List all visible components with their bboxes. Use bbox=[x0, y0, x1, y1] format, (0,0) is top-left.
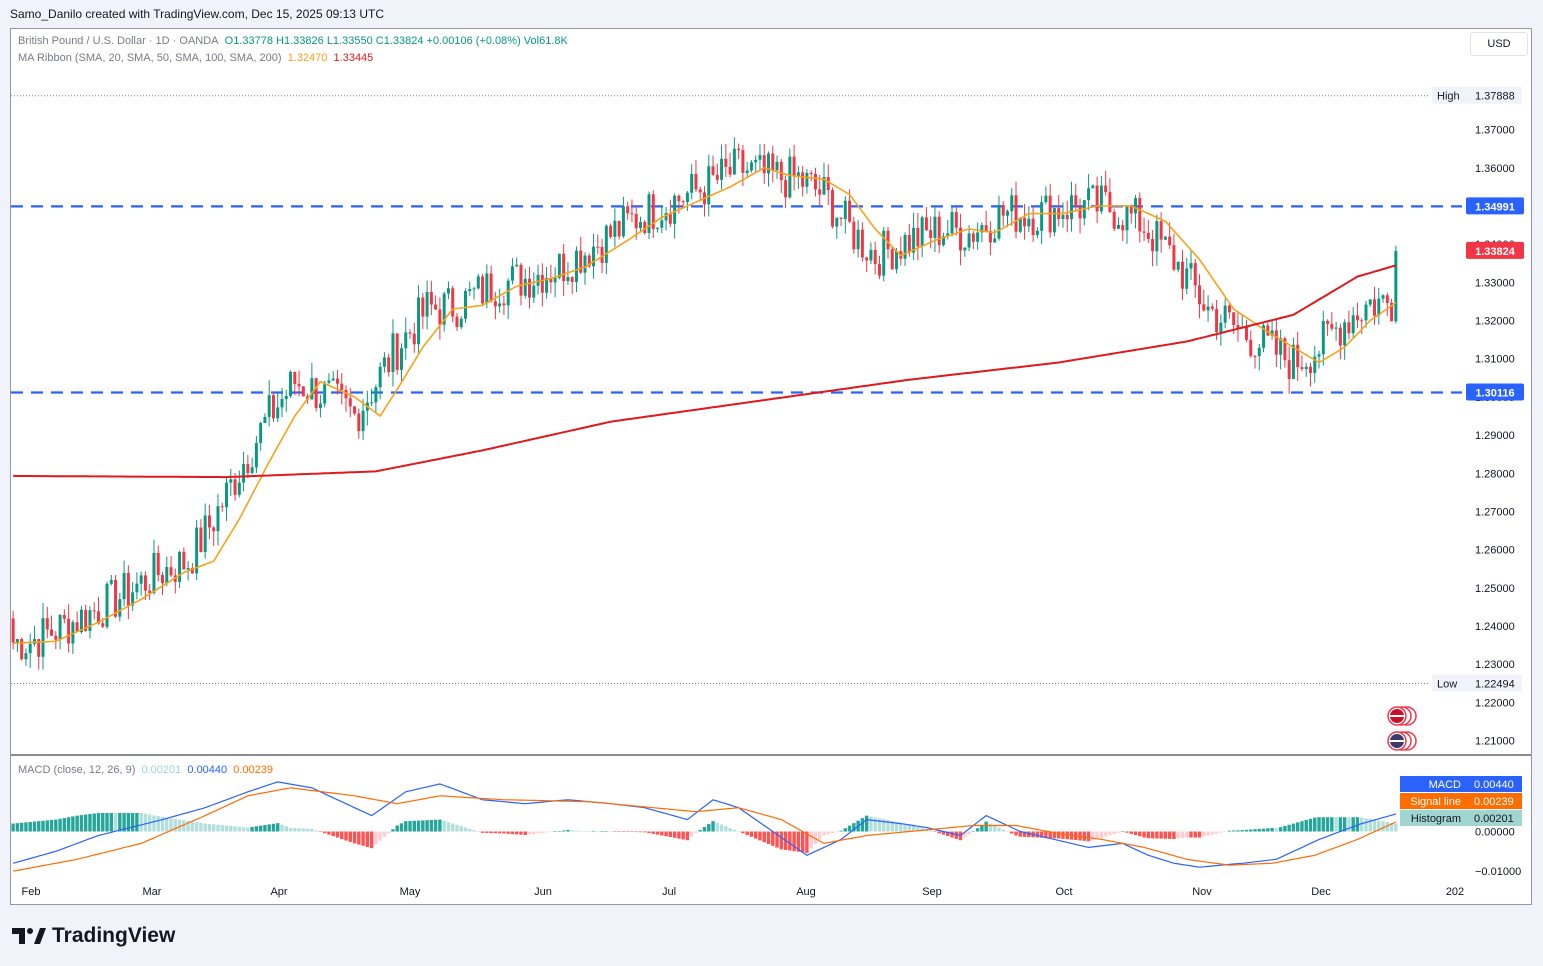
ohlc-high: H1.33826 bbox=[276, 35, 324, 47]
ohlc-close: C1.33824 bbox=[375, 35, 424, 47]
symbol-title: British Pound / U.S. Dollar · 1D · OANDA bbox=[18, 35, 219, 47]
tradingview-logo: TradingView bbox=[12, 924, 175, 948]
ma-label: MA Ribbon (SMA, 20, SMA, 50, SMA, 100, S… bbox=[18, 52, 282, 64]
brand-name: TradingView bbox=[52, 924, 176, 947]
ohlc-change: +0.00106 (+0.08%) bbox=[426, 35, 521, 47]
tradingview-logo-icon bbox=[12, 928, 46, 944]
macd-line-value: 0.00440 bbox=[187, 764, 228, 776]
volume: Vol61.8K bbox=[523, 35, 568, 47]
macd-signal-value: 0.00239 bbox=[233, 764, 274, 776]
ma-value-20: 1.32470 bbox=[287, 52, 328, 64]
ma-legend: MA Ribbon (SMA, 20, SMA, 50, SMA, 100, S… bbox=[18, 52, 373, 64]
macd-label: MACD (close, 12, 26, 9) bbox=[18, 764, 136, 776]
macd-hist-value: 0.00201 bbox=[141, 764, 182, 776]
macd-legend: MACD (close, 12, 26, 9) 0.00201 0.00440 … bbox=[18, 764, 273, 776]
attribution: Samo_Danilo created with TradingView.com… bbox=[10, 7, 384, 21]
symbol-legend: British Pound / U.S. Dollar · 1D · OANDA… bbox=[18, 35, 568, 47]
ohlc-low: L1.33550 bbox=[326, 35, 373, 47]
currency-button[interactable]: USD bbox=[1470, 32, 1528, 56]
ma-value-200: 1.33445 bbox=[333, 52, 374, 64]
ohlc-open: O1.33778 bbox=[224, 35, 273, 47]
